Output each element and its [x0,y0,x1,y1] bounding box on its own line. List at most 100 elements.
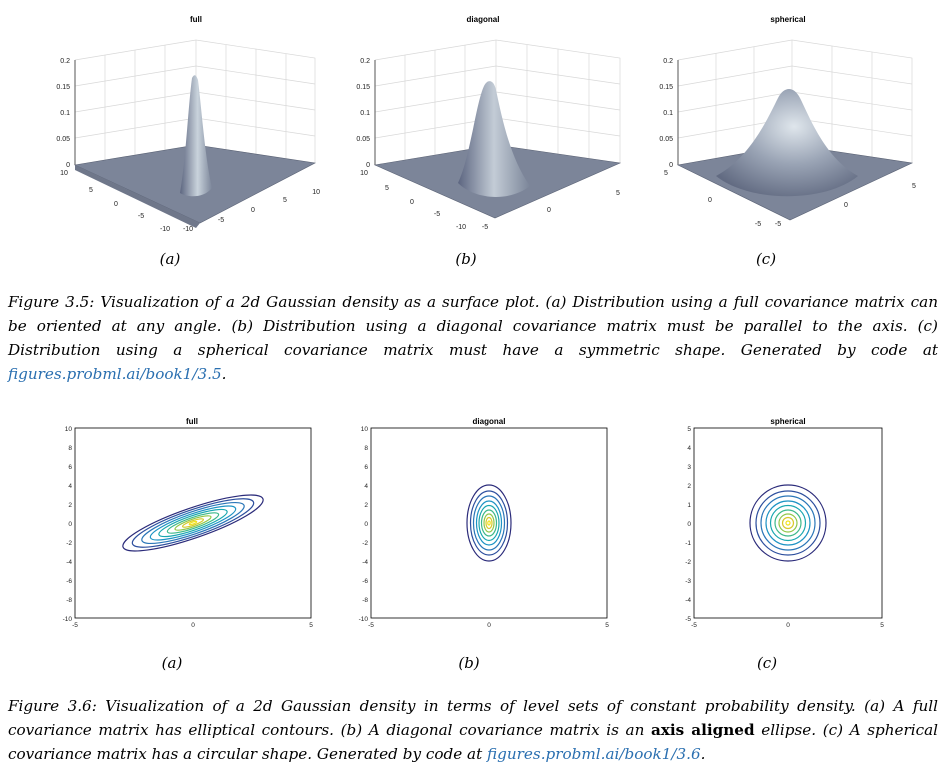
y-tick: 2 [68,502,72,509]
y-tick: 5 [664,170,668,177]
y-tick: 0 [708,197,712,204]
y-tick: 1 [687,502,691,509]
y-tick: -4 [685,597,691,604]
panel-title: diagonal [473,417,506,426]
x-tick: 0 [191,622,195,629]
y-tick: -2 [66,540,72,547]
caption-text: Figure 3.5: Visualization of a 2d Gaussi… [8,293,938,359]
surface-plot-spherical: spherical 0.2 0.15 0.1 0.05 0 5 0 -5 -5 … [659,15,916,228]
x-tick: -5 [72,622,78,629]
plot-frame [370,427,608,619]
z-tick: 0.2 [663,58,673,65]
z-tick: 0.05 [356,136,370,143]
y-tick: -4 [362,559,368,566]
z-tick: 0.05 [56,136,70,143]
y-tick: 3 [687,464,691,471]
z-tick: 0.15 [56,84,70,91]
code-link[interactable]: figures.probml.ai/book1/3.6 [487,745,701,763]
y-tick: -10 [63,616,73,623]
y-tick: -6 [66,578,72,585]
caption-text: Figure 3.6: Visualization of a 2d Gaussi… [8,697,938,739]
x-tick: -10 [183,226,193,233]
y-tick: 5 [89,187,93,194]
y-tick: -6 [362,578,368,585]
y-tick: 4 [68,483,72,490]
x-tick: 0 [487,622,491,629]
y-tick: 10 [65,426,73,433]
y-tick: 5 [687,426,691,433]
y-tick: -1 [685,540,691,547]
y-tick: 4 [687,445,691,452]
x-tick: -5 [218,217,224,224]
x-tick: 5 [616,190,620,197]
x-tick: -5 [691,622,697,629]
surface-plot-diagonal: diagonal 0.2 0.15 0.1 0.05 0 10 5 0 -5 -… [356,15,622,231]
z-tick: 0.1 [663,110,673,117]
y-tick: -5 [755,221,761,228]
figure-caption: Figure 3.5: Visualization of a 2d Gaussi… [8,290,938,386]
x-tick: 5 [880,622,884,629]
y-tick: 4 [364,483,368,490]
z-tick: 0.1 [360,110,370,117]
y-tick: 6 [68,464,72,471]
contour-plot-full: full 10 8 6 4 2 0 -2 -4 -6 -8 -10 -5 0 5 [63,417,314,629]
x-tick: 10 [312,189,320,196]
y-tick: 10 [360,170,368,177]
x-tick: 5 [309,622,313,629]
y-tick: -3 [685,578,691,585]
panel-title: spherical [770,15,805,24]
y-tick: -5 [138,213,144,220]
y-tick: 0 [364,521,368,528]
figure-caption: Figure 3.6: Visualization of a 2d Gaussi… [8,694,938,766]
code-link[interactable]: figures.probml.ai/book1/3.5 [8,365,222,383]
contour-lines [466,484,512,562]
contour-lines [122,494,264,552]
caption-text-2: ellipse. (c) A spherical covariance matr… [8,721,939,763]
subfigure-label: (c) [756,654,778,672]
z-tick: 0.2 [360,58,370,65]
contour-plot-diagonal: diagonal 10 8 6 4 2 0 -2 -4 -6 -8 -10 -5… [359,417,610,629]
y-tick: -2 [362,540,368,547]
y-tick: 10 [60,170,68,177]
x-tick: 5 [283,197,287,204]
panel-title: spherical [770,417,805,426]
z-tick: 0.05 [659,136,673,143]
contour-lines [749,484,827,562]
y-tick: -8 [362,597,368,604]
y-tick: 6 [364,464,368,471]
caption-end: . [700,745,706,763]
y-tick: -10 [359,616,369,623]
x-tick: 0 [251,207,255,214]
y-axis-ticks: 10 8 6 4 2 0 -2 -4 -6 -8 -10 [63,426,73,623]
y-tick: -5 [685,616,691,623]
y-tick: 8 [68,445,72,452]
subfigure-label: (a) [159,250,181,268]
y-tick: -2 [685,559,691,566]
panel-title: full [186,417,198,426]
y-tick: 0 [410,199,414,206]
contour-plot-spherical: spherical 5 4 3 2 1 0 -1 -2 -3 -4 -5 -5 … [685,417,884,629]
subfigure-label: (b) [455,250,477,268]
z-tick: 0 [66,162,70,169]
subfigure-label: (b) [458,654,480,672]
gaussian-peak [458,81,530,197]
surface-plot-full: full 0.2 [56,15,320,233]
y-tick: -8 [66,597,72,604]
y-tick: -10 [160,226,170,233]
caption-end: . [221,365,227,383]
x-tick: 0 [786,622,790,629]
y-tick: 2 [364,502,368,509]
z-tick: 0.15 [659,84,673,91]
y-tick: 0 [687,521,691,528]
plot-frame [74,427,312,619]
y-tick: 5 [385,185,389,192]
z-tick: 0.15 [356,84,370,91]
x-tick: -5 [368,622,374,629]
x-tick: 5 [605,622,609,629]
z-tick: 0.2 [60,58,70,65]
subfigure-label: (c) [755,250,777,268]
x-tick: 0 [547,207,551,214]
y-tick: 8 [364,445,368,452]
panel-title: diagonal [467,15,500,24]
z-tick: 0 [669,162,673,169]
